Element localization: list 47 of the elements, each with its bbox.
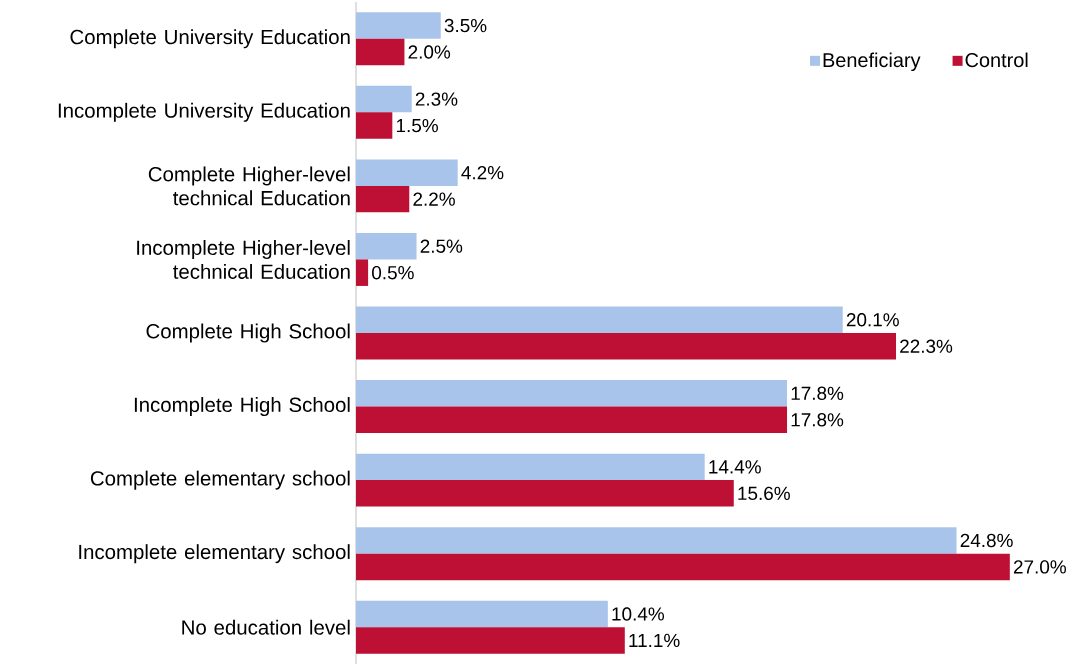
bar [356, 527, 957, 554]
data-label: 17.8% [791, 413, 844, 427]
bar [356, 406, 788, 434]
y-tick-label: Incomplete Higher-level technical Education [137, 240, 350, 279]
data-label: 3.5% [444, 18, 487, 33]
bar [356, 85, 412, 113]
data-label: 10.4% [612, 607, 665, 621]
bar [356, 185, 410, 213]
bar [356, 600, 608, 628]
data-label: 27.0% [1013, 560, 1066, 574]
bar [356, 333, 897, 360]
y-tick-label: Complete High School [146, 323, 350, 343]
legend-label: Control [965, 52, 1028, 68]
data-label: 4.2% [461, 165, 504, 180]
legend-label: Beneficiary [823, 52, 921, 72]
bar [356, 553, 1010, 581]
bar [356, 12, 441, 39]
data-label: 1.5% [396, 118, 438, 133]
data-label: 11.1% [629, 633, 680, 648]
y-tick-label: Complete Higher-level technical Education [148, 166, 350, 206]
data-label: 2.2% [413, 192, 455, 206]
bar [356, 453, 705, 481]
data-label: 22.3% [900, 339, 953, 353]
data-label: 24.8% [960, 533, 1013, 548]
data-label: 2.0% [408, 45, 451, 59]
data-label: 2.5% [420, 239, 463, 253]
y-tick-label: Complete University Education [70, 29, 350, 49]
data-label: 15.6% [738, 486, 790, 501]
data-label: 14.4% [709, 460, 761, 474]
bar [356, 38, 405, 66]
bar [356, 159, 458, 186]
bar [356, 380, 788, 407]
data-label: 0.5% [372, 265, 414, 280]
data-label: 17.8% [791, 386, 844, 401]
y-tick-label: Incomplete High School [134, 397, 350, 417]
data-label: 2.3% [415, 92, 458, 106]
bar [356, 232, 417, 260]
bar [356, 112, 393, 139]
bar [356, 480, 734, 507]
y-tick-label: No education level [182, 619, 350, 635]
bar [356, 627, 625, 654]
y-tick-label: Incomplete elementary school [79, 544, 350, 564]
bar [356, 259, 369, 286]
data-label: 20.1% [846, 313, 899, 327]
y-tick-label: Incomplete University Education [58, 102, 350, 122]
y-tick-label: Complete elementary school [90, 470, 350, 490]
bar [356, 306, 843, 333]
